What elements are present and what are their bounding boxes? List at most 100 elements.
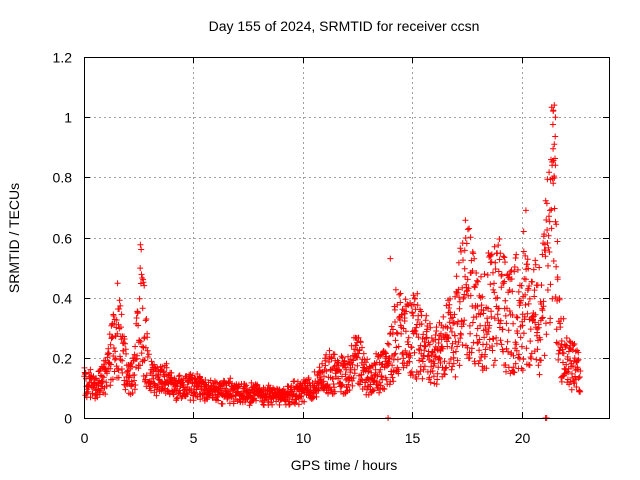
- data-point: [490, 335, 497, 342]
- data-point: [107, 382, 114, 389]
- data-point: [461, 265, 468, 272]
- data-point: [106, 360, 113, 367]
- data-point: [449, 340, 456, 347]
- data-point: [422, 342, 429, 349]
- data-point: [493, 334, 500, 341]
- y-axis-label: SRMTID / TECUs: [6, 183, 22, 293]
- data-point: [532, 311, 539, 318]
- data-point: [219, 400, 226, 407]
- data-point: [456, 362, 463, 369]
- data-point: [520, 356, 527, 363]
- data-point: [407, 352, 414, 359]
- data-point: [351, 370, 358, 377]
- data-point: [447, 356, 454, 363]
- data-point: [502, 362, 509, 368]
- data-point: [520, 228, 527, 235]
- data-point: [137, 362, 143, 369]
- data-point: [475, 278, 481, 285]
- data-point: [491, 280, 497, 287]
- data-point: [512, 255, 519, 261]
- data-point: [525, 285, 532, 292]
- data-point: [385, 341, 392, 348]
- data-point: [486, 322, 493, 329]
- data-point: [510, 364, 517, 371]
- data-point: [408, 344, 415, 351]
- data-point: [482, 346, 489, 353]
- data-point: [463, 240, 470, 247]
- data-point: [499, 326, 506, 333]
- data-point: [494, 311, 501, 318]
- data-point: [144, 334, 151, 341]
- data-point: [437, 347, 444, 353]
- data-point: [131, 372, 138, 378]
- data-point: [515, 288, 522, 295]
- data-point: [575, 375, 582, 382]
- data-point: [429, 368, 436, 374]
- x-axis-label: GPS time / hours: [291, 457, 398, 473]
- data-point: [527, 338, 534, 345]
- data-point: [107, 341, 114, 348]
- data-point: [107, 361, 114, 368]
- data-point: [553, 339, 560, 346]
- data-point: [444, 338, 450, 345]
- data-point: [463, 288, 470, 295]
- data-point: [544, 227, 551, 233]
- data-point: [462, 217, 469, 224]
- data-point: [400, 355, 407, 362]
- data-point: [503, 368, 509, 375]
- data-point: [87, 394, 94, 401]
- data-point: [105, 345, 112, 352]
- data-point: [392, 350, 399, 357]
- data-point: [494, 294, 501, 301]
- data-point: [144, 347, 151, 354]
- data-point: [313, 393, 320, 400]
- data-point: [432, 353, 439, 360]
- data-point: [384, 340, 391, 347]
- data-point: [531, 287, 538, 294]
- data-point: [291, 378, 298, 385]
- data-point: [339, 354, 346, 361]
- y-tick-label: 0: [64, 411, 72, 427]
- data-point: [368, 369, 375, 376]
- data-point: [450, 320, 456, 327]
- data-point: [474, 340, 481, 347]
- data-point: [450, 354, 457, 361]
- data-point: [546, 218, 553, 225]
- data-point: [389, 374, 396, 381]
- data-point: [397, 299, 404, 306]
- data-point: [318, 369, 324, 376]
- data-point: [410, 292, 417, 299]
- data-point: [550, 145, 557, 152]
- data-point: [350, 357, 357, 364]
- data-point: [478, 273, 484, 280]
- data-point: [520, 248, 527, 255]
- data-point: [577, 368, 584, 374]
- data-point: [526, 362, 533, 369]
- data-point: [551, 205, 558, 212]
- data-point: [405, 334, 412, 341]
- data-point: [138, 271, 145, 278]
- data-point: [401, 318, 408, 324]
- data-point: [467, 234, 474, 241]
- data-point: [138, 246, 145, 253]
- data-point: [513, 314, 520, 320]
- data-point: [421, 347, 428, 354]
- data-point: [411, 349, 418, 356]
- data-point: [360, 350, 367, 357]
- data-point: [370, 387, 377, 394]
- data-point: [456, 298, 463, 305]
- data-point: [193, 386, 200, 393]
- data-point: [541, 231, 548, 238]
- data-point: [148, 358, 155, 365]
- data-point: [526, 283, 533, 289]
- data-point: [441, 371, 448, 378]
- data-point: [485, 328, 492, 335]
- data-point: [551, 102, 558, 109]
- data-point: [488, 259, 495, 265]
- data-point: [198, 385, 204, 391]
- data-point: [513, 341, 520, 348]
- data-point: [421, 363, 428, 370]
- data-point: [525, 300, 532, 307]
- data-point: [145, 351, 152, 358]
- data-point: [540, 303, 547, 310]
